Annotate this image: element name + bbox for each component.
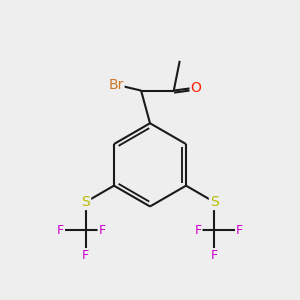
Text: F: F [211, 249, 218, 262]
Text: O: O [190, 81, 202, 94]
Text: F: F [194, 224, 202, 237]
Text: F: F [98, 224, 106, 237]
Text: F: F [236, 224, 243, 237]
Text: F: F [57, 224, 64, 237]
Text: F: F [82, 249, 89, 262]
Text: Br: Br [108, 78, 124, 92]
Text: S: S [210, 195, 219, 209]
Text: S: S [81, 195, 90, 209]
